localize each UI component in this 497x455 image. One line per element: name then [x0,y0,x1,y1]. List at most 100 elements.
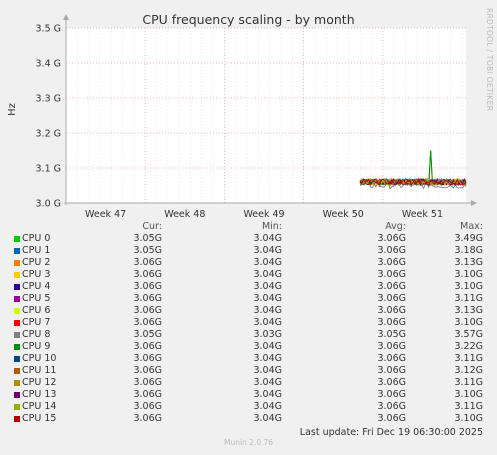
legend-row: CPU 0 3.05G 3.04G 3.06G 3.49G [0,233,497,245]
legend-swatch [14,248,20,254]
legend-row: CPU 13 3.06G 3.04G 3.06G 3.10G [0,389,497,401]
plot-area [66,28,466,203]
legend-swatch [14,368,20,374]
legend-cur-value: 3.05G [133,245,162,256]
legend-series-name: CPU 6 [22,305,51,316]
x-tick-label: Week 49 [243,209,284,220]
x-axis-arrow [471,200,477,206]
x-tick-label: Week 51 [402,209,443,220]
legend-min-value: 3.04G [253,365,282,376]
legend-max-value: 3.11G [454,293,483,304]
legend-cur-value: 3.06G [133,293,162,304]
y-tick-label: 3.4 G [36,59,62,70]
legend-avg-value: 3.06G [377,365,406,376]
legend-swatch [14,284,20,290]
legend-cur-value: 3.06G [133,281,162,292]
legend-max-value: 3.57G [454,329,483,340]
y-tick-label: 3.3 G [36,94,62,105]
legend-min-value: 3.04G [253,293,282,304]
legend-swatch [14,296,20,302]
legend-header-cur: Cur: [142,221,162,232]
y-tick-label: 3.2 G [36,129,62,140]
legend-swatch [14,356,20,362]
legend-min-value: 3.04G [253,377,282,388]
legend-min-value: 3.04G [253,317,282,328]
legend-avg-value: 3.06G [377,281,406,292]
x-tick-label: Week 47 [85,209,126,220]
legend-series-name: CPU 10 [22,353,57,364]
legend-avg-value: 3.06G [377,401,406,412]
legend-max-value: 3.22G [454,341,483,352]
legend-series-name: CPU 13 [22,389,57,400]
legend-max-value: 3.18G [454,245,483,256]
legend-series-name: CPU 0 [22,233,51,244]
chart-title: CPU frequency scaling - by month [142,12,355,27]
legend-cur-value: 3.06G [133,413,162,424]
y-tick-label: 3.5 G [36,24,62,35]
legend-row: CPU 15 3.06G 3.04G 3.06G 3.10G [0,413,497,425]
legend-min-value: 3.04G [253,269,282,280]
legend-max-value: 3.10G [454,413,483,424]
legend-swatch [14,236,20,242]
y-tick-label: 3.1 G [36,164,62,175]
legend-header-min: Min: [261,221,282,232]
legend-series-name: CPU 7 [22,317,51,328]
legend-min-value: 3.04G [253,257,282,268]
legend-max-value: 3.12G [454,365,483,376]
legend-avg-value: 3.06G [377,341,406,352]
y-tick-label: 3.0 G [36,199,62,210]
legend-max-value: 3.49G [454,233,483,244]
legend-row: CPU 4 3.06G 3.04G 3.06G 3.10G [0,281,497,293]
legend-min-value: 3.04G [253,413,282,424]
legend-header-row: Cur: Min: Avg: Max: [0,221,497,233]
legend-row: CPU 8 3.05G 3.03G 3.05G 3.57G [0,329,497,341]
legend-swatch [14,260,20,266]
legend-swatch [14,404,20,410]
legend-series-name: CPU 12 [22,377,57,388]
legend-avg-value: 3.06G [377,317,406,328]
chart-plot: 3.0 G 3.1 G 3.2 G 3.3 G 3.4 G 3.5 G Week 47 Wee… [36,14,477,220]
legend-cur-value: 3.06G [133,353,162,364]
legend-swatch [14,380,20,386]
legend-avg-value: 3.06G [377,389,406,400]
legend-series-name: CPU 14 [22,401,57,412]
legend-series-name: CPU 2 [22,257,51,268]
legend-cur-value: 3.06G [133,341,162,352]
legend-series-name: CPU 9 [22,341,51,352]
x-tick-label: Week 50 [323,209,364,220]
legend-cur-value: 3.06G [133,377,162,388]
legend-cur-value: 3.05G [133,329,162,340]
legend-swatch [14,308,20,314]
legend-min-value: 3.04G [253,245,282,256]
legend-cur-value: 3.06G [133,365,162,376]
legend-row: CPU 12 3.06G 3.04G 3.06G 3.11G [0,377,497,389]
x-tick-label: Week 48 [164,209,205,220]
legend-series-name: CPU 5 [22,293,51,304]
legend-max-value: 3.11G [454,353,483,364]
munin-version: Munin 2.0.76 [223,438,274,447]
legend-row: CPU 3 3.06G 3.04G 3.06G 3.10G [0,269,497,281]
legend-max-value: 3.10G [454,281,483,292]
legend-row: CPU 5 3.06G 3.04G 3.06G 3.11G [0,293,497,305]
legend-swatch [14,416,20,422]
legend-min-value: 3.04G [253,353,282,364]
legend-max-value: 3.13G [454,257,483,268]
legend-cur-value: 3.06G [133,269,162,280]
legend-cur-value: 3.06G [133,389,162,400]
legend-min-value: 3.04G [253,389,282,400]
legend-cur-value: 3.06G [133,401,162,412]
legend-header-max: Max: [460,221,483,232]
legend-cur-value: 3.05G [133,233,162,244]
legend-series-name: CPU 15 [22,413,57,424]
legend-cur-value: 3.06G [133,317,162,328]
legend-swatch [14,392,20,398]
legend-min-value: 3.04G [253,401,282,412]
legend-series-name: CPU 3 [22,269,51,280]
legend-min-value: 3.04G [253,305,282,316]
legend-row: CPU 6 3.06G 3.04G 3.06G 3.13G [0,305,497,317]
legend-avg-value: 3.06G [377,257,406,268]
legend-series-name: CPU 4 [22,281,51,292]
rrdtool-credit: RRDTOOL / TOBI OETIKER [485,8,494,112]
legend-max-value: 3.10G [454,317,483,328]
legend-header-avg: Avg: [385,221,406,232]
